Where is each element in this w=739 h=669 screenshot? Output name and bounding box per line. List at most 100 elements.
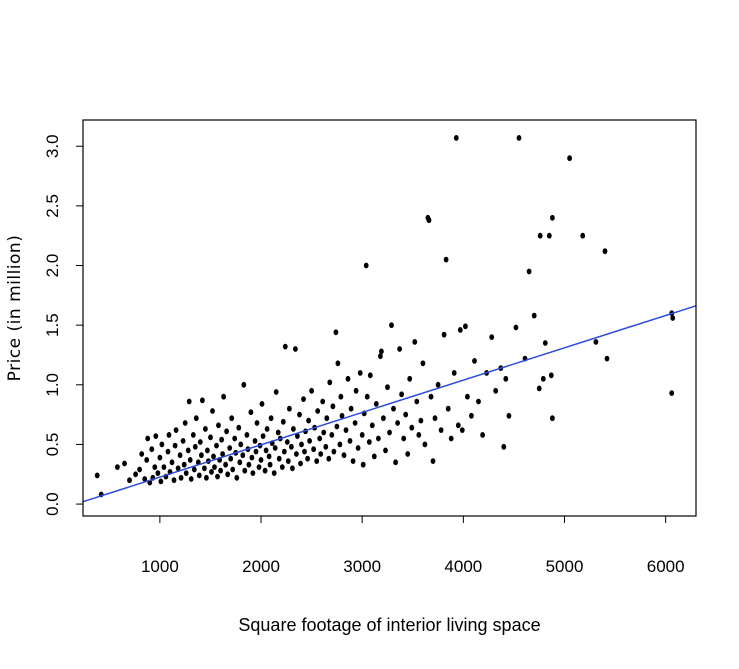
y-axis-title: Price (in million) — [5, 235, 25, 382]
data-point — [350, 458, 356, 464]
data-point — [282, 343, 288, 350]
data-point — [309, 387, 314, 394]
data-point — [260, 433, 266, 439]
data-point — [422, 441, 428, 448]
data-point — [391, 405, 396, 412]
data-point — [225, 471, 231, 478]
data-point — [526, 268, 532, 275]
data-point — [409, 424, 415, 431]
data-point — [367, 372, 373, 379]
data-point — [669, 390, 675, 396]
data-point — [191, 466, 197, 473]
data-point — [453, 135, 459, 141]
y-tick-label: 0.5 — [43, 433, 62, 457]
data-point — [275, 429, 281, 436]
data-point — [359, 432, 365, 438]
data-point — [205, 447, 210, 454]
data-point — [152, 464, 158, 470]
data-point — [290, 465, 295, 472]
data-point — [219, 436, 225, 443]
data-point — [455, 422, 461, 429]
data-point — [166, 432, 172, 438]
data-point — [321, 429, 327, 436]
data-point — [202, 465, 207, 472]
data-point — [306, 417, 311, 424]
data-point — [489, 334, 495, 340]
data-point — [432, 415, 438, 422]
data-point — [237, 459, 243, 466]
data-point — [366, 439, 372, 445]
y-tick-label: 2.5 — [43, 194, 62, 218]
data-point — [173, 427, 179, 433]
x-axis-title: Square footage of interior living space — [238, 615, 540, 635]
data-point — [451, 370, 457, 376]
data-point — [401, 435, 407, 442]
data-point — [314, 458, 320, 464]
data-point — [250, 470, 256, 476]
data-point — [193, 415, 199, 422]
data-point — [441, 331, 447, 338]
data-point — [244, 432, 250, 438]
data-point — [254, 420, 260, 426]
regression-line — [82, 305, 697, 503]
data-point — [212, 464, 217, 470]
data-point — [318, 451, 324, 457]
data-point — [457, 327, 463, 333]
data-point — [448, 435, 454, 442]
data-point — [264, 426, 270, 432]
data-point — [252, 438, 258, 444]
x-tick-label: 3000 — [343, 557, 381, 576]
data-point — [220, 451, 226, 457]
data-point — [258, 457, 264, 463]
x-tick-label: 4000 — [444, 557, 482, 576]
data-point — [196, 472, 202, 479]
data-point — [513, 324, 519, 331]
data-point — [480, 432, 485, 438]
data-point — [211, 453, 216, 460]
data-point — [183, 470, 189, 476]
data-point — [347, 438, 353, 444]
data-point — [311, 446, 316, 453]
data-point — [443, 256, 449, 263]
data-point — [355, 445, 361, 451]
data-point — [175, 465, 181, 472]
data-point — [389, 322, 394, 329]
data-point — [385, 384, 390, 391]
data-point — [259, 401, 265, 407]
data-point — [329, 432, 335, 438]
data-point — [185, 447, 191, 454]
data-point — [284, 439, 290, 445]
x-tick-label: 6000 — [647, 557, 685, 576]
data-point — [228, 455, 234, 462]
data-point — [399, 391, 404, 398]
data-point — [353, 387, 359, 394]
data-point — [169, 459, 175, 466]
data-point — [241, 381, 247, 388]
data-point — [279, 464, 285, 470]
data-point — [115, 464, 120, 470]
data-point — [295, 433, 300, 439]
data-point — [157, 454, 163, 461]
data-point — [159, 441, 165, 448]
data-point — [337, 441, 343, 448]
data-points — [94, 135, 676, 498]
data-point — [273, 389, 279, 395]
data-point — [331, 448, 337, 455]
data-point — [165, 448, 171, 455]
data-point — [287, 405, 292, 412]
data-point — [137, 466, 143, 473]
data-point — [240, 452, 246, 459]
data-point — [200, 397, 205, 404]
data-point — [405, 451, 411, 457]
data-point — [266, 453, 272, 460]
data-point — [94, 472, 100, 479]
data-point — [378, 353, 383, 360]
data-point — [281, 448, 287, 455]
data-point — [142, 476, 148, 482]
data-point — [301, 396, 306, 402]
data-point — [320, 398, 326, 405]
data-point — [236, 424, 242, 431]
data-point — [335, 360, 341, 367]
data-point — [445, 405, 451, 412]
data-point — [248, 409, 254, 416]
